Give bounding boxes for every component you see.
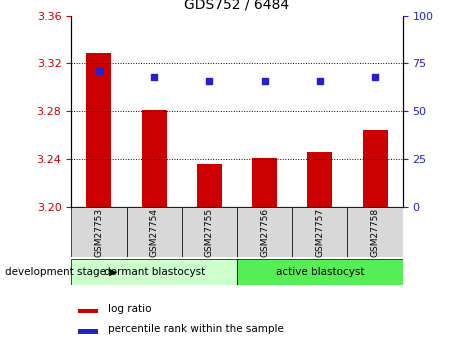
Title: GDS752 / 6484: GDS752 / 6484 bbox=[184, 0, 290, 12]
Point bbox=[261, 78, 268, 83]
Bar bbox=[126, 207, 182, 257]
Point bbox=[372, 74, 379, 80]
Text: development stage ▶: development stage ▶ bbox=[5, 267, 117, 277]
Text: GSM27756: GSM27756 bbox=[260, 207, 269, 257]
Bar bbox=[78, 309, 98, 313]
Text: GSM27753: GSM27753 bbox=[94, 207, 103, 257]
Bar bbox=[237, 259, 403, 285]
Point bbox=[316, 78, 323, 83]
Bar bbox=[252, 158, 277, 207]
Bar bbox=[237, 207, 292, 257]
Bar bbox=[71, 259, 237, 285]
Text: GSM27757: GSM27757 bbox=[315, 207, 324, 257]
Bar bbox=[347, 207, 403, 257]
Bar bbox=[182, 207, 237, 257]
Text: GSM27758: GSM27758 bbox=[371, 207, 380, 257]
Bar bbox=[87, 53, 111, 207]
Text: percentile rank within the sample: percentile rank within the sample bbox=[108, 324, 284, 334]
Point bbox=[206, 78, 213, 83]
Point bbox=[95, 68, 102, 74]
Bar bbox=[363, 130, 387, 207]
Text: GSM27754: GSM27754 bbox=[150, 207, 159, 257]
Text: GSM27755: GSM27755 bbox=[205, 207, 214, 257]
Point bbox=[151, 74, 158, 80]
Bar bbox=[197, 164, 222, 207]
Bar bbox=[308, 152, 332, 207]
Text: log ratio: log ratio bbox=[108, 304, 151, 314]
Text: active blastocyst: active blastocyst bbox=[276, 267, 364, 277]
Bar bbox=[71, 207, 126, 257]
Text: dormant blastocyst: dormant blastocyst bbox=[103, 267, 205, 277]
Bar bbox=[292, 207, 347, 257]
Bar bbox=[78, 329, 98, 334]
Bar bbox=[142, 110, 166, 207]
